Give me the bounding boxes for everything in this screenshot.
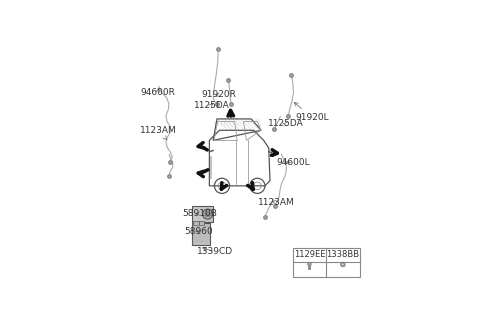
FancyBboxPatch shape xyxy=(193,221,199,225)
Circle shape xyxy=(203,209,213,219)
Text: 1125DA: 1125DA xyxy=(268,119,304,129)
Circle shape xyxy=(205,211,210,217)
Text: 1125DA: 1125DA xyxy=(193,100,229,110)
Circle shape xyxy=(341,262,345,267)
FancyBboxPatch shape xyxy=(192,223,210,245)
Text: 1123AM: 1123AM xyxy=(258,198,295,207)
Text: 58960: 58960 xyxy=(184,227,213,236)
Text: 94600R: 94600R xyxy=(141,88,175,97)
Text: 94600L: 94600L xyxy=(277,158,311,167)
FancyBboxPatch shape xyxy=(192,206,213,222)
Text: 1338BB: 1338BB xyxy=(326,250,360,258)
FancyBboxPatch shape xyxy=(293,248,360,277)
Text: 58910B: 58910B xyxy=(182,209,217,218)
FancyBboxPatch shape xyxy=(199,221,204,225)
Text: 91920R: 91920R xyxy=(202,91,237,99)
Text: 1339CD: 1339CD xyxy=(197,247,233,256)
Text: 1123AM: 1123AM xyxy=(141,126,177,140)
Text: 91920L: 91920L xyxy=(294,102,329,122)
Circle shape xyxy=(342,263,344,266)
Text: 1129EE: 1129EE xyxy=(294,250,325,258)
Circle shape xyxy=(308,262,311,266)
